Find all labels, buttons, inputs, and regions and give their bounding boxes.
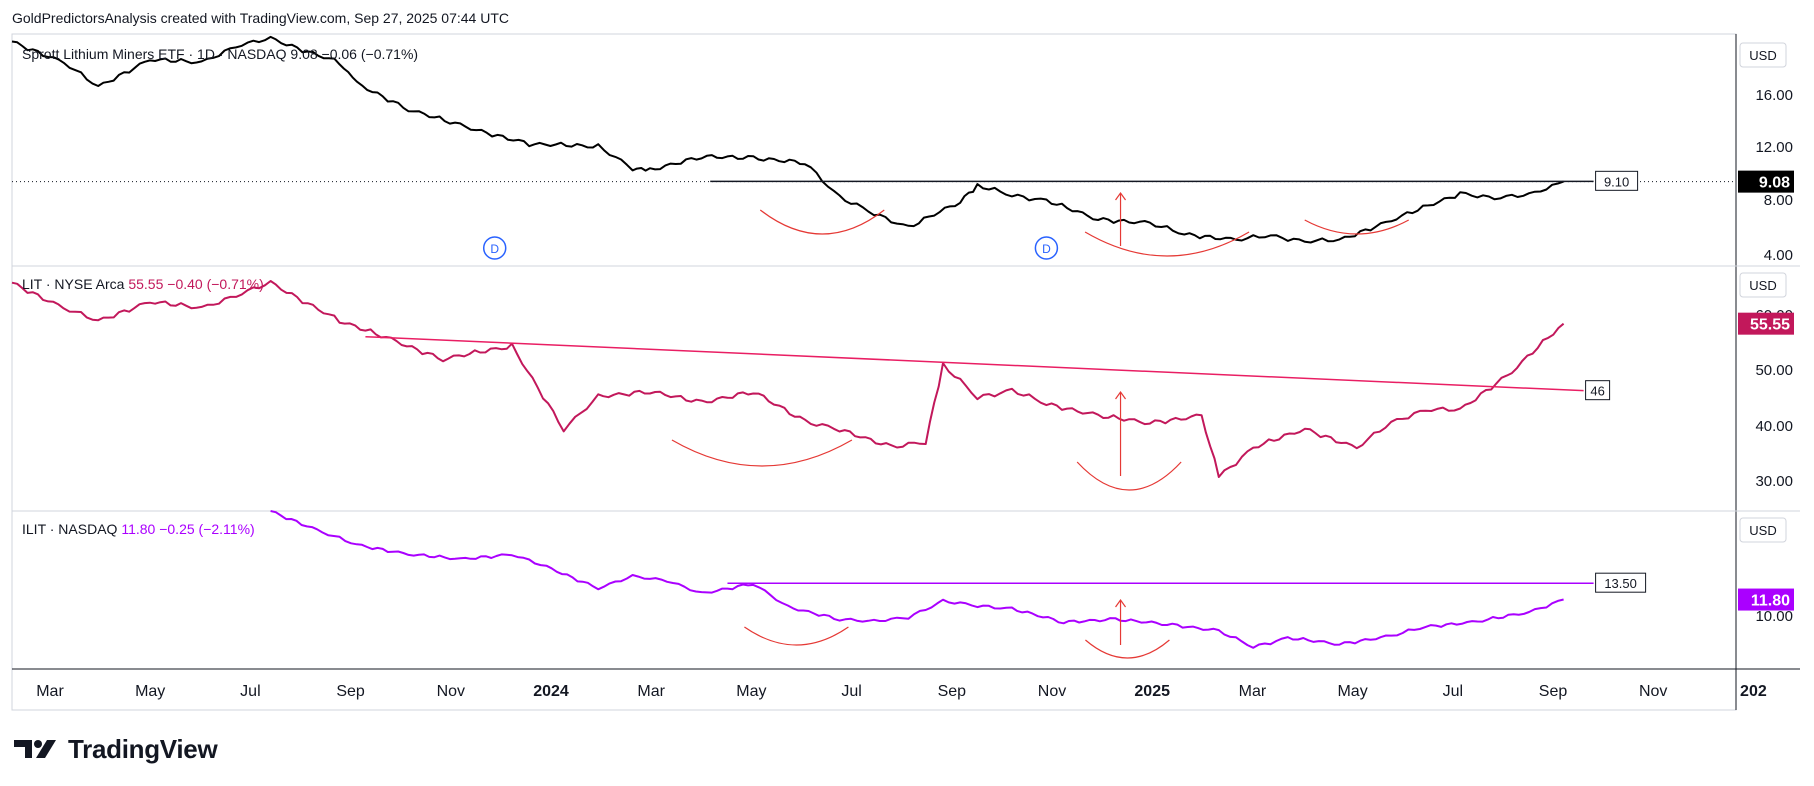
measure-arrowhead <box>1115 390 1127 400</box>
y-tick-label: 8.00 <box>1764 192 1793 209</box>
y-tick-label: 50.00 <box>1755 362 1793 379</box>
dividend-marker-label: D <box>490 242 499 256</box>
currency-button[interactable] <box>1739 517 1787 543</box>
x-tick-label: Mar <box>36 683 64 700</box>
series-name: LIT · NYSE Arca <box>22 276 128 292</box>
x-tick-label: 2024 <box>533 683 569 700</box>
pattern-arc[interactable] <box>1085 639 1170 659</box>
trendline[interactable] <box>365 335 1584 392</box>
x-tick-label: May <box>135 683 165 700</box>
series-name: Sprott Lithium Miners ETF · 1D · NASDAQ <box>22 46 290 62</box>
x-tick-label: 2025 <box>1134 683 1170 700</box>
y-tick-label: 16.00 <box>1755 87 1793 104</box>
currency-label[interactable]: USD <box>1749 48 1776 63</box>
series-legend[interactable]: Sprott Lithium Miners ETF · 1D · NASDAQ … <box>22 46 418 62</box>
last-price-tag <box>1738 588 1794 611</box>
price-series-line[interactable] <box>270 510 1564 649</box>
x-tick-label: Jul <box>841 683 861 700</box>
y-tick-label: 4.00 <box>1764 247 1793 264</box>
resistance-label-box <box>1595 572 1647 593</box>
currency-label[interactable]: USD <box>1749 523 1776 538</box>
x-tick-label: Mar <box>1239 683 1267 700</box>
dividend-marker-icon[interactable] <box>482 236 507 260</box>
last-price-value: 11.80 <box>1751 593 1790 610</box>
x-tick-label: Nov <box>437 683 465 700</box>
currency-button[interactable] <box>1739 272 1787 298</box>
price-series-line[interactable] <box>11 35 1564 244</box>
price-series-line[interactable] <box>11 280 1565 478</box>
pattern-arc[interactable] <box>671 439 853 467</box>
resistance-label: 9.10 <box>1604 174 1629 189</box>
plot-frame <box>11 33 1737 711</box>
series-last-value: 55.55 −0.40 (−0.71%) <box>128 276 263 292</box>
y-tick-label: 30.00 <box>1755 473 1793 490</box>
y-tick-label: 40.00 <box>1755 418 1793 435</box>
dividend-marker-label: D <box>1042 242 1051 256</box>
trendline-label-box <box>1585 380 1611 401</box>
resistance-label: 13.50 <box>1604 576 1637 591</box>
measure-arrowhead <box>1115 598 1127 608</box>
trendline-label: 46 <box>1590 384 1604 399</box>
pattern-arc[interactable] <box>1304 219 1410 235</box>
last-price-tag <box>1738 312 1794 335</box>
last-price-tag <box>1738 170 1794 193</box>
brand-name: TradingView <box>68 733 218 764</box>
series-last-value: 11.80 −0.25 (−2.11%) <box>121 521 254 537</box>
x-tick-label: 202 <box>1740 683 1767 700</box>
x-tick-label: May <box>736 683 766 700</box>
x-tick-label: Mar <box>637 683 665 700</box>
x-tick-label: Sep <box>938 683 967 700</box>
dividend-marker-icon[interactable] <box>1034 236 1059 260</box>
y-tick-label: 10.00 <box>1755 608 1793 625</box>
x-tick-label: Jul <box>1443 683 1463 700</box>
series-legend[interactable]: ILIT · NASDAQ 11.80 −0.25 (−2.11%) <box>22 521 255 537</box>
last-price-value: 9.08 <box>1759 175 1790 192</box>
pattern-arc[interactable] <box>759 209 885 235</box>
pattern-arc[interactable] <box>1076 461 1182 491</box>
last-price-value: 55.55 <box>1750 317 1790 334</box>
chart-credit: GoldPredictorsAnalysis created with Trad… <box>12 10 509 26</box>
x-tick-label: May <box>1337 683 1367 700</box>
currency-label[interactable]: USD <box>1749 278 1776 293</box>
x-tick-label: Sep <box>336 683 365 700</box>
x-tick-label: Sep <box>1539 683 1568 700</box>
tradingview-logo-icon <box>14 740 56 758</box>
measure-arrowhead <box>1115 191 1127 201</box>
pattern-arc[interactable] <box>1084 231 1250 257</box>
x-tick-label: Nov <box>1038 683 1066 700</box>
pattern-arc[interactable] <box>744 626 849 646</box>
series-legend[interactable]: LIT · NYSE Arca 55.55 −0.40 (−0.71%) <box>22 276 264 292</box>
series-last-value: 9.08 −0.06 (−0.71%) <box>290 46 418 62</box>
currency-button[interactable] <box>1739 42 1787 68</box>
brand[interactable]: TradingView <box>14 733 218 764</box>
y-tick-label: 12.00 <box>1755 139 1793 156</box>
resistance-label-box <box>1595 170 1639 191</box>
series-name: ILIT · NASDAQ <box>22 521 121 537</box>
x-tick-label: Nov <box>1639 683 1667 700</box>
x-tick-label: Jul <box>240 683 260 700</box>
